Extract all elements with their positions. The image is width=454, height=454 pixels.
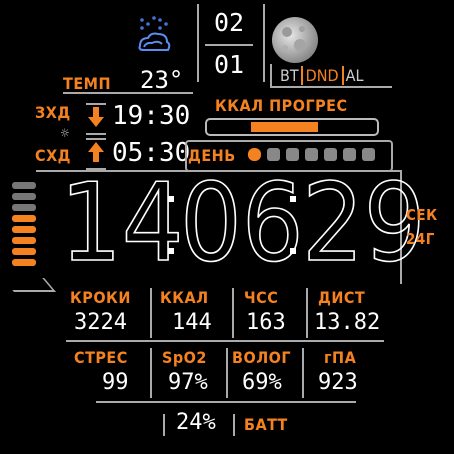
stats-divider [150, 288, 152, 338]
status-row [270, 64, 392, 88]
pressure-value: 923 [318, 370, 358, 395]
temp-label: ТЕМП [63, 74, 112, 93]
battery-segment [12, 193, 36, 200]
day-of-week-dot [267, 148, 280, 161]
steps-label: КРОКИ [70, 288, 131, 307]
date-divider [205, 44, 253, 46]
time-seconds: 29 [301, 161, 426, 286]
stress-label: СТРЕС [74, 348, 128, 367]
stats-divider [306, 288, 308, 338]
time-frame [36, 170, 402, 284]
humidity-value: 69% [242, 370, 282, 395]
alarm-indicator: AL [345, 66, 364, 85]
spo2-value: 97% [168, 370, 208, 395]
moon-phase-icon [270, 15, 320, 65]
distance-label: ДИСТ [318, 288, 366, 307]
pressure-label: гПА [324, 348, 357, 367]
sunrise-label: СХД [35, 146, 71, 165]
day-of-week-dot [343, 148, 356, 161]
stress-value: 99 [102, 370, 129, 395]
battery-left-tick [163, 414, 165, 436]
sunset-label: ЗХД [35, 103, 71, 122]
day-of-week-dot [362, 148, 375, 161]
stats-bottom-separator [96, 401, 356, 403]
time-format-label: 24Г [406, 230, 435, 248]
battery-value: 24% [176, 410, 216, 435]
kcal-value: 144 [172, 310, 212, 335]
sunset-time: 19:30 [112, 101, 191, 131]
stats-divider [226, 348, 228, 398]
date-month: 01 [213, 50, 245, 79]
stats-divider [232, 288, 234, 338]
arrow-up-icon [86, 138, 106, 170]
kcal-progress-label: ККАЛ ПРОГРЕС [215, 96, 348, 115]
date-day: 02 [213, 8, 245, 37]
day-of-week-dot [305, 148, 318, 161]
arrow-down-icon [86, 103, 106, 135]
time-colon-4 [290, 248, 296, 254]
kcal-progress-bar [205, 118, 379, 136]
heart-rate-value: 163 [246, 310, 286, 335]
battery-right-tick [233, 414, 235, 436]
spo2-label: SpO2 [162, 348, 207, 367]
stats-divider [150, 348, 152, 398]
heart-rate-label: ЧСС [244, 288, 279, 307]
day-label: ДЕНЬ [188, 146, 236, 165]
steps-value: 3224 [74, 310, 127, 335]
bt-indicator: BT [280, 66, 299, 85]
battery-segment [12, 248, 36, 255]
battery-label: БАТТ [244, 415, 288, 434]
dnd-indicator: DND [300, 66, 344, 85]
battery-segment [12, 226, 36, 233]
humidity-label: ВОЛОГ [232, 348, 292, 367]
temp-underline [63, 92, 193, 94]
day-of-week-dot [248, 148, 261, 161]
day-of-week-dot [286, 148, 299, 161]
time-colon-2 [168, 248, 174, 254]
status-indicators: BT DND AL [280, 66, 363, 85]
battery-segment [12, 259, 36, 266]
battery-segment [12, 215, 36, 222]
date-box [197, 4, 265, 82]
sunrise-time: 05:30 [112, 138, 191, 168]
time-minutes: 06 [179, 161, 304, 286]
stats-row-2: СТРЕС 99 SpO2 97% ВОЛОГ 69% гПА 923 [62, 344, 382, 400]
day-of-week-dot [324, 148, 337, 161]
time-colon-3 [290, 196, 296, 202]
distance-value: 13.82 [314, 310, 381, 335]
seconds-label: СЕК [406, 206, 438, 224]
stats-row-1: КРОКИ 3224 ККАЛ 144 ЧСС 163 ДИСТ 13.82 [62, 284, 382, 340]
night-partly-cloudy-icon [134, 14, 174, 58]
time-colon-1 [168, 196, 174, 202]
battery-segment [12, 204, 36, 211]
time-hours: 14 [59, 161, 184, 286]
battery-segment [12, 182, 36, 189]
temp-value: 23° [140, 66, 184, 94]
kcal-label: ККАЛ [160, 288, 209, 307]
kcal-progress-fill [251, 122, 318, 132]
sun-icon: ☼ [60, 126, 70, 140]
battery-segment [12, 237, 36, 244]
stats-divider [302, 348, 304, 398]
stats-row-separator [66, 340, 384, 342]
